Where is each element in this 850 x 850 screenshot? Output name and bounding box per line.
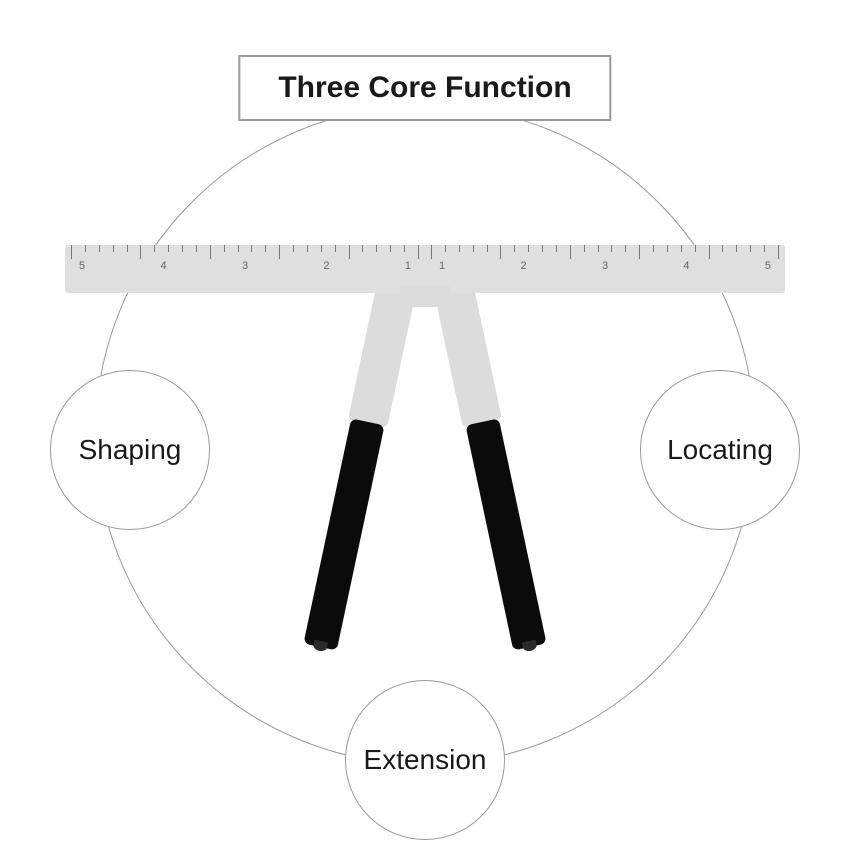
label-text: Extension — [364, 744, 487, 776]
label-text: Shaping — [79, 434, 182, 466]
ruler-numbers-left: 54321 — [65, 260, 425, 272]
ruler-half-left: 54321 — [65, 245, 425, 293]
ruler-numbers-right: 12345 — [425, 260, 785, 272]
label-locating: Locating — [640, 370, 800, 530]
label-text: Locating — [667, 434, 773, 466]
label-shaping: Shaping — [50, 370, 210, 530]
label-extension: Extension — [345, 680, 505, 840]
tool-center-cap — [400, 285, 450, 307]
diagram-canvas: 54321 12345 Three Core Function Shaping … — [0, 0, 850, 850]
title-box: Three Core Function — [238, 55, 611, 121]
ruler-tool: 54321 12345 — [65, 245, 785, 293]
ruler-half-right: 12345 — [425, 245, 785, 293]
